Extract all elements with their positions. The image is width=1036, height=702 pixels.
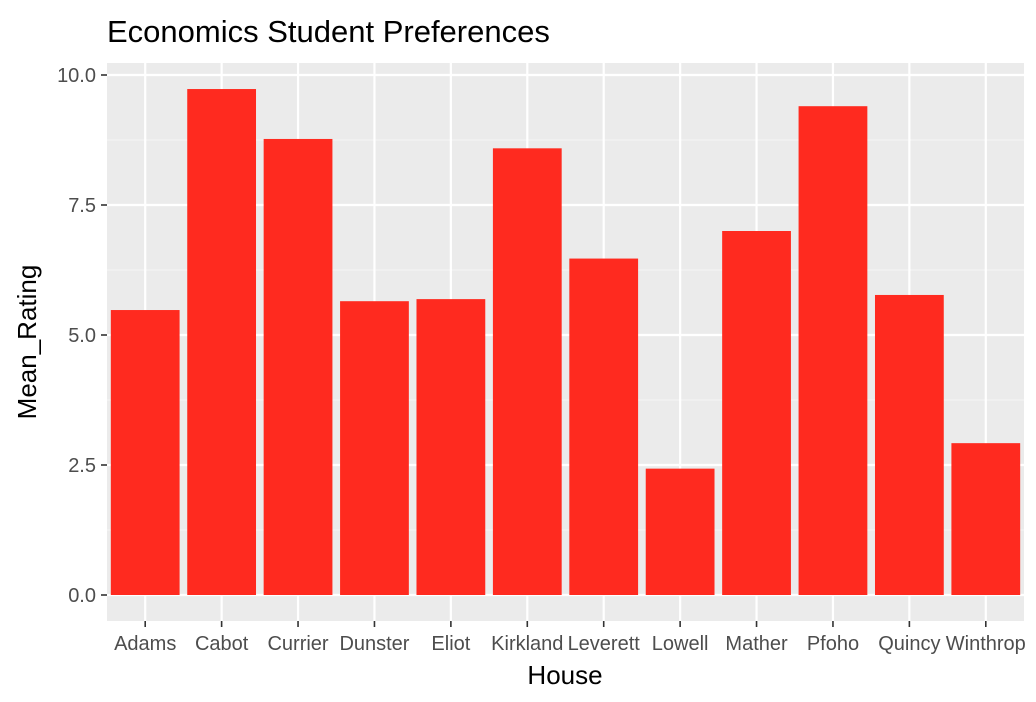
bar (263, 138, 333, 595)
bar (798, 106, 868, 595)
x-tick-label: Cabot (195, 633, 249, 655)
x-axis: Adams Cabot Currier Dunster Eliot Kirkland Lev… (114, 621, 1026, 655)
bar (951, 443, 1021, 595)
bar (722, 231, 791, 595)
x-tick-label: Leverett (568, 633, 641, 655)
x-tick-label: Adams (114, 633, 176, 655)
y-axis-label: Mean_Rating (12, 265, 42, 420)
x-tick-label: Mather (725, 633, 788, 655)
y-axis: 0.0 2.5 5.0 7.5 10.0 (57, 65, 107, 607)
x-tick-label: Pfoho (807, 633, 859, 655)
x-tick-label: Dunster (339, 633, 409, 655)
x-tick-label: Currier (267, 633, 328, 655)
x-tick-label: Eliot (431, 633, 470, 655)
bar (187, 89, 257, 595)
y-tick-label: 7.5 (68, 195, 96, 217)
bar (874, 294, 944, 595)
bar (110, 310, 180, 595)
bar (340, 301, 409, 595)
bar (645, 468, 715, 595)
bar (569, 258, 639, 595)
x-tick-label: Winthrop (946, 633, 1026, 655)
x-tick-label: Kirkland (491, 633, 563, 655)
bars (110, 89, 1021, 595)
y-tick-label: 5.0 (68, 325, 96, 347)
bar (492, 148, 562, 595)
y-tick-label: 0.0 (68, 585, 96, 607)
y-tick-label: 2.5 (68, 455, 96, 477)
y-tick-label: 10.0 (57, 65, 96, 87)
x-tick-label: Quincy (878, 633, 940, 655)
x-axis-label: House (527, 660, 602, 690)
bar (416, 299, 486, 595)
x-tick-label: Lowell (652, 633, 709, 655)
plot-panel (107, 63, 1024, 621)
chart-title: Economics Student Preferences (107, 14, 550, 49)
